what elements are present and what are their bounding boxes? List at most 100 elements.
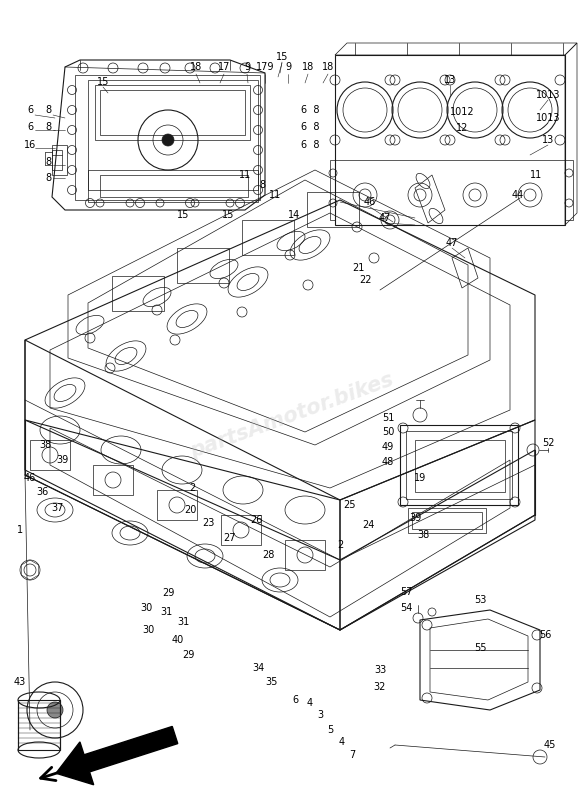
FancyArrow shape — [56, 726, 178, 785]
Text: 29: 29 — [162, 588, 174, 598]
Bar — [100, 175, 248, 197]
Text: 8: 8 — [259, 180, 265, 190]
Text: 47: 47 — [379, 213, 391, 223]
Text: 18: 18 — [190, 62, 202, 72]
Text: 14: 14 — [288, 210, 300, 220]
Text: 57: 57 — [400, 587, 412, 597]
Text: 29: 29 — [182, 650, 194, 660]
Text: 4: 4 — [339, 737, 345, 747]
Text: 20: 20 — [184, 505, 196, 515]
Circle shape — [162, 134, 174, 146]
Text: 22: 22 — [360, 275, 372, 285]
Text: 31: 31 — [160, 607, 172, 617]
Text: 6  8: 6 8 — [301, 140, 319, 150]
Bar — [88, 80, 258, 190]
Bar — [335, 55, 565, 225]
Bar — [285, 540, 325, 570]
Text: 6  8: 6 8 — [301, 105, 319, 115]
Circle shape — [47, 702, 63, 718]
Text: 18: 18 — [302, 62, 314, 72]
Text: 26: 26 — [250, 515, 262, 525]
Text: 1013: 1013 — [536, 90, 560, 100]
Text: 38: 38 — [39, 440, 51, 450]
Text: 16: 16 — [24, 140, 36, 150]
Text: 36: 36 — [36, 487, 48, 497]
Bar — [177, 248, 229, 283]
Text: 21: 21 — [352, 263, 364, 273]
Text: 27: 27 — [224, 533, 237, 543]
Text: 9: 9 — [244, 62, 250, 72]
Bar — [221, 515, 261, 545]
Text: 9: 9 — [285, 62, 291, 72]
Text: 38: 38 — [417, 530, 429, 540]
Text: 40: 40 — [172, 635, 184, 645]
Text: 7: 7 — [349, 750, 355, 760]
Text: 55: 55 — [474, 643, 486, 653]
Bar — [100, 90, 245, 135]
Text: 50: 50 — [382, 427, 394, 437]
Text: 54: 54 — [400, 603, 412, 613]
Text: 46: 46 — [364, 197, 376, 207]
Text: 8: 8 — [45, 122, 51, 132]
Bar — [565, 160, 573, 220]
Text: 44: 44 — [512, 190, 524, 200]
Text: 15: 15 — [177, 210, 189, 220]
Text: 13: 13 — [542, 135, 554, 145]
Text: 3: 3 — [317, 710, 323, 720]
Text: 51: 51 — [382, 413, 394, 423]
Text: 11: 11 — [269, 190, 281, 200]
Text: 33: 33 — [374, 665, 386, 675]
Bar — [330, 160, 335, 220]
Text: 39: 39 — [409, 513, 421, 523]
Bar — [52, 145, 67, 175]
Text: 1013: 1013 — [536, 113, 560, 123]
Bar — [18, 700, 60, 750]
Text: 39: 39 — [56, 455, 68, 465]
Bar — [242, 220, 294, 255]
Text: 46: 46 — [24, 473, 36, 483]
Text: 11: 11 — [530, 170, 542, 180]
Bar — [412, 512, 482, 529]
Text: 8: 8 — [45, 157, 51, 167]
Text: 15: 15 — [97, 77, 109, 87]
Text: 8: 8 — [45, 105, 51, 115]
Text: 52: 52 — [542, 438, 554, 448]
Bar — [95, 85, 250, 140]
Bar — [88, 170, 258, 202]
Text: 13: 13 — [444, 75, 456, 85]
Bar — [75, 75, 260, 200]
Text: 25: 25 — [344, 500, 356, 510]
Text: 32: 32 — [374, 682, 386, 692]
Text: 37: 37 — [52, 503, 64, 513]
Text: 24: 24 — [362, 520, 374, 530]
Bar — [157, 490, 197, 520]
Text: 15: 15 — [276, 52, 288, 62]
Text: 15: 15 — [222, 210, 234, 220]
Text: 23: 23 — [202, 518, 214, 528]
Bar — [30, 440, 70, 470]
Text: 47: 47 — [446, 238, 458, 248]
Text: 18: 18 — [322, 62, 334, 72]
Text: 48: 48 — [382, 457, 394, 467]
Bar — [406, 431, 512, 499]
Bar — [408, 508, 486, 533]
Text: 53: 53 — [474, 595, 486, 605]
Text: 4: 4 — [307, 698, 313, 708]
Text: 6  8: 6 8 — [301, 122, 319, 132]
Text: 2: 2 — [189, 483, 195, 493]
Text: 5: 5 — [327, 725, 333, 735]
Text: 6: 6 — [27, 122, 33, 132]
Bar — [112, 276, 164, 311]
Text: 11: 11 — [239, 170, 251, 180]
Bar — [415, 440, 505, 492]
Text: 17: 17 — [218, 62, 230, 72]
Text: 12: 12 — [456, 123, 468, 133]
Text: 6: 6 — [27, 105, 33, 115]
Bar — [400, 425, 518, 505]
Text: 1012: 1012 — [450, 107, 474, 117]
Text: 1: 1 — [17, 525, 23, 535]
Text: 35: 35 — [266, 677, 278, 687]
Text: 31: 31 — [177, 617, 189, 627]
Text: 43: 43 — [14, 677, 26, 687]
Text: 30: 30 — [140, 603, 152, 613]
